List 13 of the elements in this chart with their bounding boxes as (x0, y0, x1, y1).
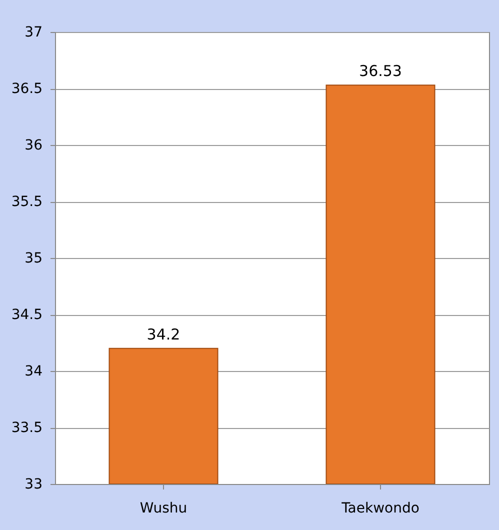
y-tick-label: 37 (24, 24, 42, 40)
data-label: 34.2 (146, 325, 180, 344)
x-tick-label: Wushu (140, 500, 188, 516)
y-tick-label: 33 (24, 476, 42, 492)
y-tick-label: 35.5 (11, 194, 42, 210)
y-tick-label: 36 (24, 138, 43, 154)
y-tick-label: 34 (24, 364, 43, 380)
x-tick-label: Taekwondo (340, 500, 420, 516)
data-label: 36.53 (359, 62, 402, 80)
y-tick-label: 36.5 (11, 81, 42, 97)
y-tick-label: 34.5 (11, 307, 42, 323)
y-tick-label: 35 (24, 250, 42, 266)
y-tick-label: 33.5 (11, 420, 42, 436)
